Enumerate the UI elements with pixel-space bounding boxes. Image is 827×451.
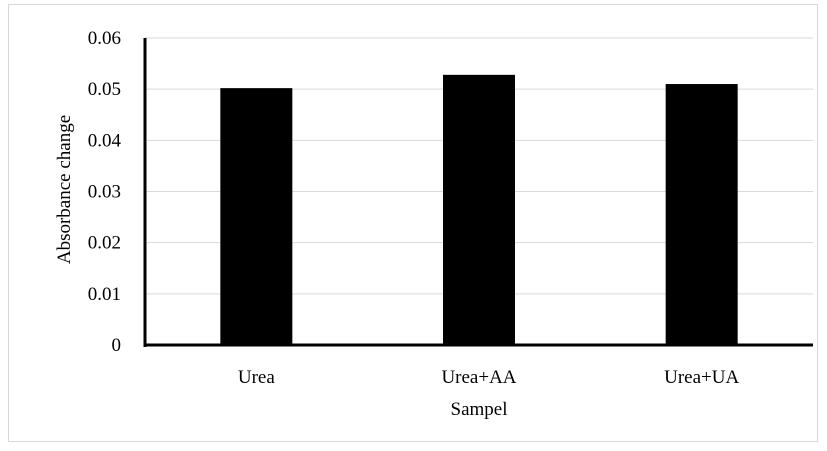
x-tick-label: Urea+AA	[441, 367, 516, 388]
y-tick-label: 0.02	[88, 233, 121, 254]
x-tick-labels: Urea Urea+AA Urea+UA	[238, 367, 740, 388]
y-tick-label: 0.01	[88, 284, 121, 305]
bars	[220, 74, 738, 346]
y-tick-label: 0.03	[88, 182, 121, 203]
y-tick-label: 0.04	[88, 130, 122, 151]
y-tick-label: 0.05	[88, 79, 121, 100]
bar	[665, 84, 738, 346]
bar	[443, 74, 515, 345]
bar	[220, 88, 293, 345]
x-tick-label: Urea+UA	[664, 367, 739, 388]
y-tick-labels: 0 0.01 0.02 0.03 0.04 0.05 0.06	[88, 28, 122, 356]
y-tick-label: 0	[112, 335, 122, 356]
axes	[143, 38, 813, 347]
y-axis-title: Absorbance change	[54, 115, 75, 264]
y-tick-label: 0.06	[88, 28, 121, 49]
x-tick-label: Urea	[238, 367, 275, 388]
x-axis-title: Sampel	[451, 399, 508, 420]
